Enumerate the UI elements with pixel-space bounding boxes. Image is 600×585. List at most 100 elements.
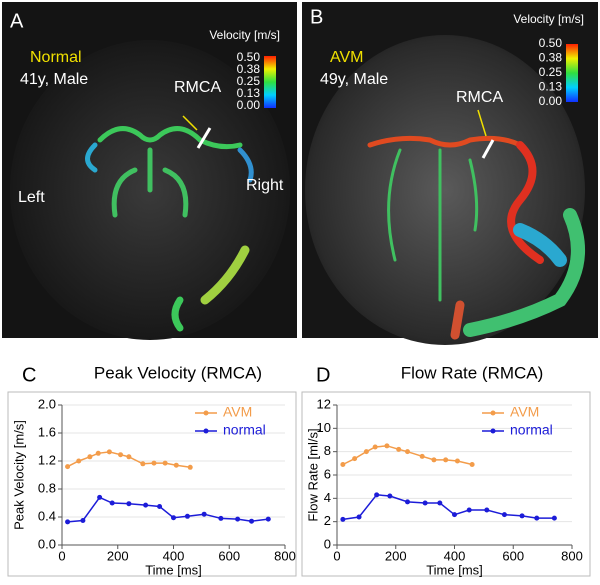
data-point bbox=[187, 464, 193, 470]
series-line bbox=[342, 445, 473, 466]
panel-label: B bbox=[310, 6, 323, 28]
data-point bbox=[173, 462, 179, 468]
data-point bbox=[405, 499, 410, 505]
data-point bbox=[140, 461, 146, 467]
data-point bbox=[171, 515, 176, 521]
colorbar-tick-label: 0.38 bbox=[237, 62, 261, 76]
data-point bbox=[466, 507, 472, 513]
data-point bbox=[106, 449, 112, 455]
data-point bbox=[265, 516, 271, 522]
data-point bbox=[340, 516, 346, 522]
chart-frame bbox=[301, 391, 591, 577]
chart-frame bbox=[7, 391, 297, 577]
data-point bbox=[201, 511, 207, 517]
panel-a bbox=[2, 2, 297, 340]
data-point bbox=[80, 518, 86, 523]
y-tick-label: 1.2 bbox=[38, 452, 56, 467]
data-point bbox=[340, 462, 346, 467]
data-point bbox=[374, 492, 380, 498]
colorbar-tick-label: 0.25 bbox=[237, 74, 261, 88]
data-point bbox=[363, 449, 369, 455]
subject-label: 49y, Male bbox=[320, 71, 388, 88]
x-tick-label: 600 bbox=[502, 548, 524, 563]
y-tick-label: 0.8 bbox=[38, 480, 56, 495]
data-point bbox=[484, 507, 490, 513]
group-label: Normal bbox=[30, 49, 82, 66]
arrow bbox=[182, 115, 198, 131]
colorbar-tick-label: 0.50 bbox=[237, 50, 261, 64]
chart-title: Peak Velocity (RMCA) bbox=[94, 363, 262, 382]
data-point bbox=[384, 443, 390, 449]
colorbar-tick-label: 0.00 bbox=[539, 94, 563, 108]
x-tick-label: 400 bbox=[163, 548, 185, 563]
data-point bbox=[95, 450, 101, 456]
y-tick-label: 2.0 bbox=[38, 396, 56, 411]
x-tick-label: 800 bbox=[274, 548, 296, 563]
data-point bbox=[454, 458, 460, 464]
data-point bbox=[443, 457, 449, 463]
x-tick-label: 400 bbox=[444, 548, 466, 563]
y-axis-label: Peak Velocity [m/s] bbox=[11, 420, 26, 530]
x-tick-label: 0 bbox=[333, 548, 340, 563]
colorbar-tick-label: 0.50 bbox=[539, 36, 563, 50]
data-point bbox=[249, 518, 255, 524]
data-point bbox=[387, 493, 393, 499]
legend-marker bbox=[203, 410, 209, 416]
group-label: AVM bbox=[330, 49, 363, 66]
y-tick-label: 0.4 bbox=[38, 508, 56, 523]
data-point bbox=[372, 444, 378, 450]
y-tick-label: 1.6 bbox=[38, 424, 56, 439]
vessel-label: RMCA bbox=[456, 89, 503, 106]
chart-title: Flow Rate (RMCA) bbox=[401, 363, 544, 382]
colorbar bbox=[264, 56, 276, 108]
legend-label: normal bbox=[223, 422, 266, 438]
legend-label: AVM bbox=[510, 404, 539, 420]
vessel-label: RMCA bbox=[174, 79, 221, 96]
x-tick-label: 0 bbox=[58, 548, 65, 563]
data-point bbox=[551, 515, 557, 521]
data-point bbox=[235, 516, 241, 522]
data-point bbox=[437, 500, 443, 506]
legend-label: normal bbox=[510, 422, 553, 438]
data-point bbox=[97, 494, 103, 500]
data-point bbox=[118, 452, 124, 458]
y-tick-label: 10 bbox=[317, 420, 331, 435]
x-tick-label: 200 bbox=[107, 548, 129, 563]
data-point bbox=[405, 449, 410, 455]
side-label: Right bbox=[246, 177, 284, 194]
panel-label: C bbox=[22, 364, 36, 386]
x-tick-label: 200 bbox=[385, 548, 407, 563]
series-line bbox=[67, 451, 191, 469]
x-axis-label: Time [ms] bbox=[145, 562, 202, 577]
colorbar-tick-label: 0.13 bbox=[237, 86, 261, 100]
data-point bbox=[501, 512, 507, 518]
colorbar-tick-label: 0.25 bbox=[539, 65, 563, 79]
vessels bbox=[85, 126, 254, 332]
arrow bbox=[477, 109, 487, 137]
y-tick-label: 8 bbox=[324, 443, 331, 458]
y-tick-label: 4 bbox=[324, 490, 331, 505]
brain bbox=[305, 35, 585, 345]
colorbar bbox=[566, 44, 578, 102]
data-point bbox=[76, 458, 82, 464]
marker bbox=[481, 139, 495, 159]
subject-label: 41y, Male bbox=[20, 71, 88, 88]
x-axis-label: Time [ms] bbox=[426, 562, 483, 577]
data-point bbox=[143, 502, 149, 508]
legend-marker bbox=[490, 410, 496, 416]
data-point bbox=[422, 500, 428, 506]
data-point bbox=[126, 501, 132, 507]
data-point bbox=[356, 514, 362, 520]
data-point bbox=[157, 504, 163, 509]
data-point bbox=[162, 460, 168, 466]
panel-label: A bbox=[10, 10, 24, 32]
panel-b bbox=[302, 2, 598, 345]
data-point bbox=[151, 460, 157, 466]
legend-marker bbox=[490, 428, 496, 434]
legend-marker bbox=[203, 428, 209, 434]
data-point bbox=[419, 453, 425, 459]
y-tick-label: 0.0 bbox=[38, 536, 56, 551]
side-label: Left bbox=[18, 189, 45, 206]
marker bbox=[196, 127, 212, 149]
